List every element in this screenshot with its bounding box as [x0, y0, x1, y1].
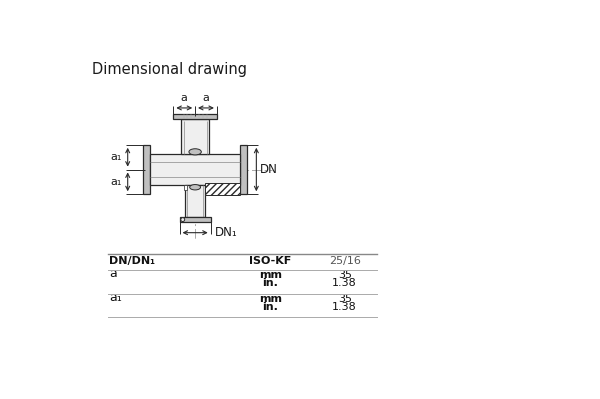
Text: a₁: a₁	[109, 290, 122, 304]
Circle shape	[181, 218, 185, 221]
Bar	[185, 185, 205, 217]
Bar	[205, 184, 240, 195]
Bar	[143, 145, 150, 194]
Text: 35: 35	[338, 270, 352, 280]
Text: 35: 35	[338, 294, 352, 304]
Ellipse shape	[190, 185, 200, 190]
Text: DN₁: DN₁	[215, 226, 237, 239]
Bar	[181, 119, 209, 154]
Text: a: a	[109, 267, 117, 280]
Text: 25/16: 25/16	[329, 256, 361, 266]
Text: mm: mm	[259, 294, 282, 304]
Text: 1.38: 1.38	[332, 278, 357, 288]
Text: a₁: a₁	[110, 177, 121, 187]
Text: DN/DN₁: DN/DN₁	[109, 256, 155, 266]
Bar	[173, 114, 217, 119]
Text: a₁: a₁	[110, 152, 121, 162]
Bar	[184, 185, 187, 190]
Text: in.: in.	[262, 302, 278, 312]
Bar	[179, 217, 211, 222]
Bar	[240, 145, 247, 194]
Text: 1.38: 1.38	[332, 302, 357, 312]
Text: ISO-KF: ISO-KF	[249, 256, 292, 266]
Ellipse shape	[189, 149, 202, 155]
Text: a: a	[203, 93, 209, 103]
Text: Dimensional drawing: Dimensional drawing	[92, 62, 247, 77]
Text: DN: DN	[260, 163, 278, 176]
Text: in.: in.	[262, 278, 278, 288]
Text: a: a	[181, 93, 188, 103]
Text: mm: mm	[259, 270, 282, 280]
Bar	[150, 154, 240, 185]
